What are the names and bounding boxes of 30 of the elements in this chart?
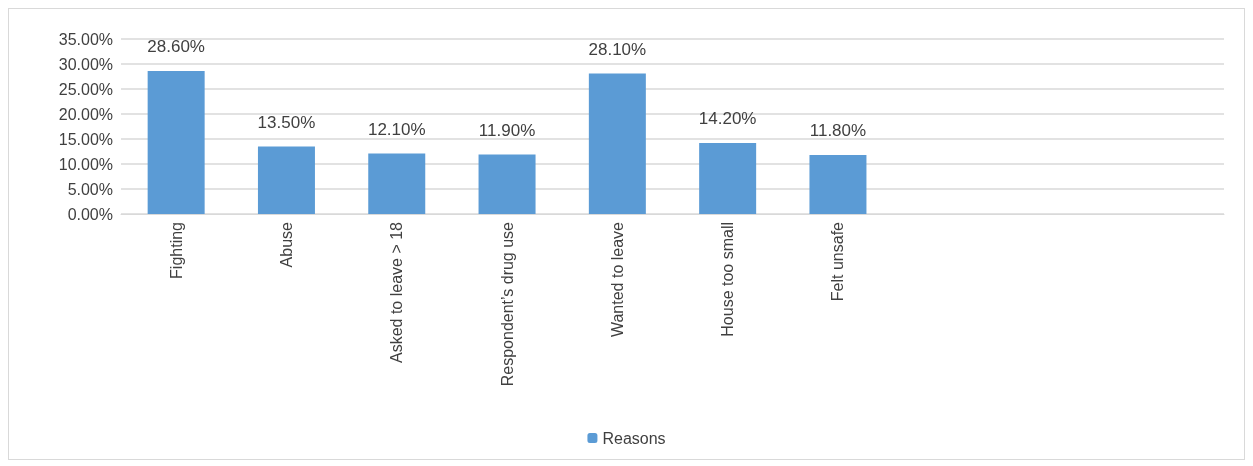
- y-tick-label: 5.00%: [67, 180, 113, 198]
- y-tick-label: 35.00%: [58, 30, 113, 48]
- y-tick-label: 0.00%: [67, 205, 113, 223]
- bar: [588, 73, 646, 214]
- bar: [368, 153, 426, 214]
- x-tick-label: Respondent’s drug use: [498, 221, 516, 387]
- data-label: 13.50%: [257, 112, 316, 132]
- data-label: 12.10%: [367, 119, 426, 139]
- bar: [147, 71, 205, 214]
- legend-label: Reasons: [602, 429, 666, 447]
- x-tick-label: Fighting: [167, 222, 185, 279]
- y-tick-label: 25.00%: [58, 80, 113, 98]
- data-label: 11.90%: [478, 120, 536, 140]
- bar: [809, 155, 867, 214]
- x-tick-label: Wanted to leave: [608, 221, 626, 338]
- data-label: 28.60%: [147, 37, 205, 56]
- y-tick-label: 20.00%: [58, 105, 113, 123]
- data-label: 11.80%: [809, 121, 867, 140]
- y-tick-label: 30.00%: [58, 55, 113, 73]
- data-label: 28.10%: [588, 39, 647, 59]
- bar: [257, 146, 315, 214]
- data-label: 14.20%: [698, 109, 757, 128]
- x-tick-label: Felt unsafe: [829, 221, 847, 302]
- x-tick-label: House too small: [719, 222, 737, 337]
- x-tick-label: Asked to leave > 18: [388, 221, 406, 363]
- bar: [478, 154, 536, 214]
- y-tick-label: 10.00%: [58, 155, 113, 173]
- y-tick-label: 15.00%: [58, 130, 113, 148]
- bar: [699, 143, 757, 214]
- x-tick-label: Abuse: [277, 221, 295, 268]
